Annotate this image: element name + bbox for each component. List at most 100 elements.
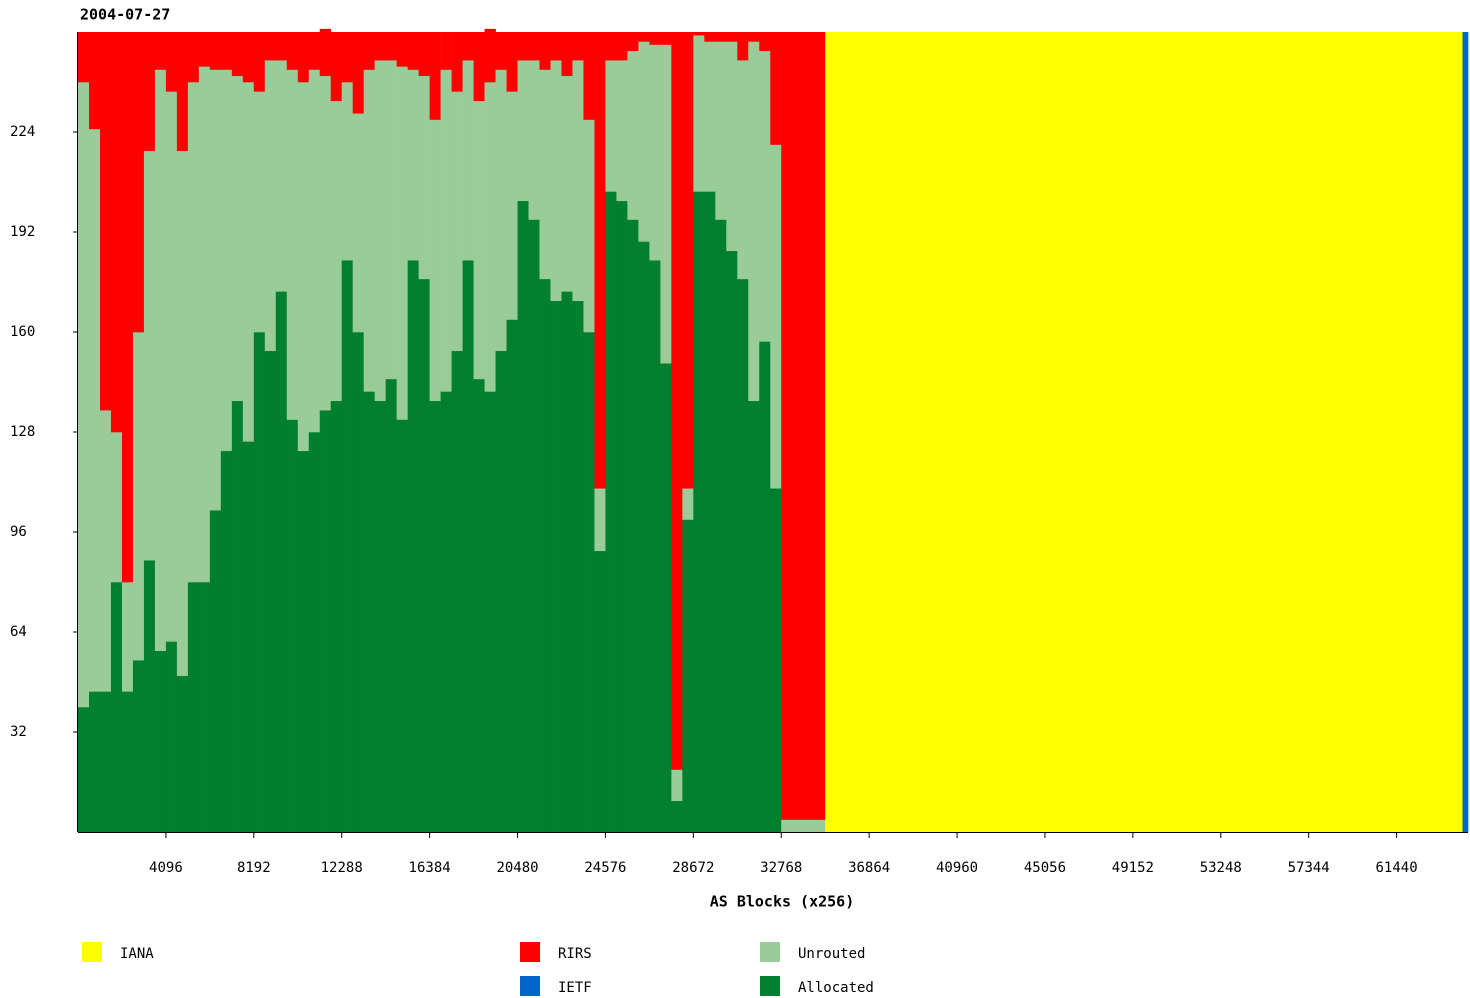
bar-segment: [341, 32, 354, 83]
bar-segment: [297, 82, 310, 452]
bar-segment: [374, 400, 386, 833]
bar-segment: [341, 260, 354, 833]
bar-segment: [374, 32, 386, 61]
y-tick-label: 32: [10, 724, 27, 740]
bar-segment: [649, 44, 661, 261]
bar-segment: [319, 28, 332, 77]
legend-label: IANA: [120, 946, 154, 962]
bar-segment: [121, 691, 134, 833]
bar-segment: [682, 488, 694, 520]
bar-segment: [704, 32, 716, 42]
bar-segment: [506, 91, 518, 320]
bar-segment: [594, 488, 606, 552]
bar-segment: [275, 60, 288, 292]
bar-segment: [132, 332, 145, 661]
bar-segment: [231, 32, 244, 77]
bar-segment: [396, 419, 408, 833]
bar-segment: [759, 32, 771, 52]
bar-segment: [363, 32, 375, 70]
bar-segment: [176, 32, 189, 152]
bar-segment: [462, 260, 474, 833]
bar-segment: [715, 41, 727, 220]
bar-segment: [484, 391, 496, 833]
bar-segment: [319, 410, 332, 833]
bar-segment: [132, 32, 145, 333]
bar-segment: [308, 432, 321, 833]
x-tick-label: 49152: [1112, 860, 1154, 876]
bar-segment: [165, 641, 178, 833]
bar-segment: [484, 28, 496, 83]
bar-segment: [99, 691, 112, 833]
bar-segment: [583, 119, 595, 333]
x-tick-label: 12288: [321, 860, 363, 876]
bar-segment: [242, 441, 255, 833]
bar-segment: [143, 560, 156, 833]
legend-swatch: [760, 976, 780, 996]
bar-segment: [275, 32, 288, 61]
bar-segment: [770, 144, 782, 489]
x-tick-label: 20480: [496, 860, 538, 876]
bar-segment: [121, 32, 134, 583]
legend-label: Allocated: [798, 980, 874, 996]
bar-segment: [517, 200, 529, 833]
bar-segment: [264, 32, 277, 61]
bar-segment: [99, 32, 112, 411]
bar-segment: [660, 363, 672, 833]
bar-segment: [209, 510, 222, 833]
x-tick-label: 8192: [237, 860, 271, 876]
bar-segment: [506, 32, 518, 92]
bar-segment: [297, 450, 310, 833]
bar-segment: [132, 660, 145, 833]
bar-segment: [78, 707, 90, 833]
bar-segment: [660, 32, 672, 45]
bar-segment: [616, 60, 628, 202]
bar-segment: [506, 319, 518, 833]
x-tick-label: 16384: [409, 860, 451, 876]
bar-segment: [671, 769, 683, 802]
bar-segment: [704, 191, 716, 833]
chart-title: 2004-07-27: [80, 6, 170, 24]
bar-segment: [748, 400, 760, 833]
bar-segment: [319, 75, 332, 411]
bar-segment: [572, 32, 584, 61]
bar-segment: [605, 191, 617, 833]
bar-segment: [528, 32, 540, 61]
bar-segment: [297, 32, 310, 83]
bar-segment: [770, 32, 782, 145]
bar-segment: [759, 341, 771, 833]
bar-segment: [561, 291, 573, 833]
bar-segment: [528, 60, 540, 220]
bar-segment: [627, 32, 639, 52]
bar-segment: [781, 819, 826, 833]
bar-segment: [1462, 32, 1469, 833]
bar-segment: [88, 691, 101, 833]
bar-segment: [451, 32, 463, 92]
bar-segment: [528, 219, 540, 833]
bar-segment: [418, 75, 430, 280]
bar-segment: [682, 519, 694, 833]
bar-segment: [407, 260, 419, 833]
bar-segment: [671, 32, 683, 770]
x-axis-label: AS Blocks (x256): [710, 893, 855, 911]
bar-segment: [495, 32, 507, 70]
bar-segment: [418, 278, 430, 833]
bar-segment: [429, 400, 441, 833]
bar-segment: [484, 82, 496, 392]
bar-segment: [693, 32, 705, 36]
bar-segment: [572, 300, 584, 833]
bar-segment: [154, 32, 167, 70]
bar-segment: [737, 278, 749, 833]
bar-segment: [198, 32, 211, 67]
bar-segment: [649, 32, 661, 45]
x-tick-label: 40960: [936, 860, 978, 876]
bar-segment: [561, 75, 573, 292]
bar-segment: [649, 260, 661, 833]
bar-segment: [121, 582, 134, 692]
bar-segment: [715, 32, 727, 42]
bar-segment: [198, 66, 211, 583]
bar-segment: [429, 119, 441, 402]
bar-segment: [451, 91, 463, 352]
bar-segment: [264, 350, 277, 833]
bar-segment: [429, 32, 441, 120]
